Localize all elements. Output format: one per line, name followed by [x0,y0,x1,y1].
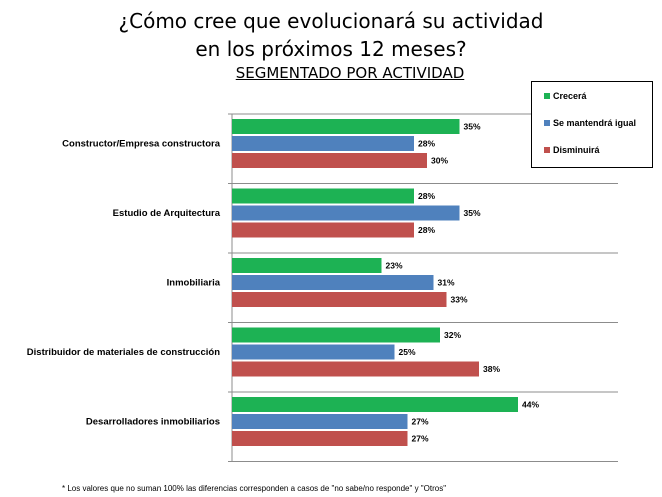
chart-legend: Crecerá Se mantendrá igual Disminuirá [531,81,653,168]
bar-se-mantendra-igual-desarrolladores-inmobiliarios [232,414,408,429]
legend-item-disminuira: Disminuirá [544,145,600,156]
bar-disminuira-distribuidor-de-materiales-de-construccion [232,361,479,377]
bar-se-mantendra-igual-inmobiliaria [232,275,434,290]
bar-se-mantendra-igual-distribuidor-de-materiales-de-construccion [232,344,395,360]
bars-group: 35% 28% 30% 28% 35% 28% 23% 31% 33% 32% 25% 38% 44% 2… [232,119,539,446]
category-label-distribuidor-de-materiales-de-construccion: Distribuidor de materiales de construcci… [27,347,220,358]
bar-crecera-inmobiliaria [232,258,382,273]
bar-disminuira-constructor-empresa-constructora [232,153,427,168]
legend-swatch-crecera [544,93,550,99]
bar-se-mantendra-igual-estudio-de-arquitectura [232,205,460,221]
data-label-se-mantendra-igual-constructor-empresa-constructora: 28% [418,139,435,149]
chart-subtitle: SEGMENTADO POR ACTIVIDAD [235,64,465,82]
data-label-crecera-desarrolladores-inmobiliarios: 44% [522,400,539,410]
category-label-inmobiliaria: Inmobiliaria [167,278,221,289]
legend-label-disminuira: Disminuirá [553,145,600,155]
bar-disminuira-inmobiliaria [232,292,447,307]
legend-swatch-disminuira [544,147,550,153]
legend-label-se-mantendra-igual: Se mantendrá igual [553,118,637,128]
data-label-crecera-estudio-de-arquitectura: 28% [418,191,435,201]
data-label-se-mantendra-igual-desarrolladores-inmobiliarios: 27% [412,417,429,427]
category-label-constructor-empresa-constructora: Constructor/Empresa constructora [62,139,221,150]
data-label-disminuira-desarrolladores-inmobiliarios: 27% [412,434,429,444]
chart-title-line-2: en los próximos 12 meses? [195,37,467,61]
data-label-se-mantendra-igual-distribuidor-de-materiales-de-construccion: 25% [399,347,416,357]
bar-crecera-constructor-empresa-constructora [232,119,460,134]
data-label-disminuira-constructor-empresa-constructora: 30% [431,156,448,166]
data-label-disminuira-distribuidor-de-materiales-de-construccion: 38% [483,364,500,374]
bar-disminuira-estudio-de-arquitectura [232,222,414,238]
footnote: * Los valores que no suman 100% las dife… [62,484,447,493]
bar-disminuira-desarrolladores-inmobiliarios [232,431,408,446]
data-label-crecera-constructor-empresa-constructora: 35% [464,122,481,132]
legend-item-se-mantendra-igual: Se mantendrá igual [544,118,636,129]
bar-se-mantendra-igual-constructor-empresa-constructora [232,136,414,151]
legend-swatch-se-mantendra-igual [544,120,550,126]
category-label-estudio-de-arquitectura: Estudio de Arquitectura [113,208,221,219]
legend-item-crecera: Crecerá [544,91,587,102]
data-label-se-mantendra-igual-inmobiliaria: 31% [438,278,455,288]
bar-crecera-estudio-de-arquitectura [232,188,414,204]
data-label-disminuira-inmobiliaria: 33% [451,295,468,305]
bar-crecera-desarrolladores-inmobiliarios [232,397,518,412]
category-label-desarrolladores-inmobiliarios: Desarrolladores inmobiliarios [86,417,220,428]
data-label-crecera-inmobiliaria: 23% [386,261,403,271]
legend-label-crecera: Crecerá [553,91,587,101]
category-labels: Constructor/Empresa constructora Estudio … [27,139,221,428]
chart-title-line-1: ¿Cómo cree que evolucionará su actividad [118,9,544,33]
bar-crecera-distribuidor-de-materiales-de-construccion [232,327,440,343]
data-label-disminuira-estudio-de-arquitectura: 28% [418,225,435,235]
data-label-se-mantendra-igual-estudio-de-arquitectura: 35% [464,208,481,218]
data-label-crecera-distribuidor-de-materiales-de-construccion: 32% [444,330,461,340]
